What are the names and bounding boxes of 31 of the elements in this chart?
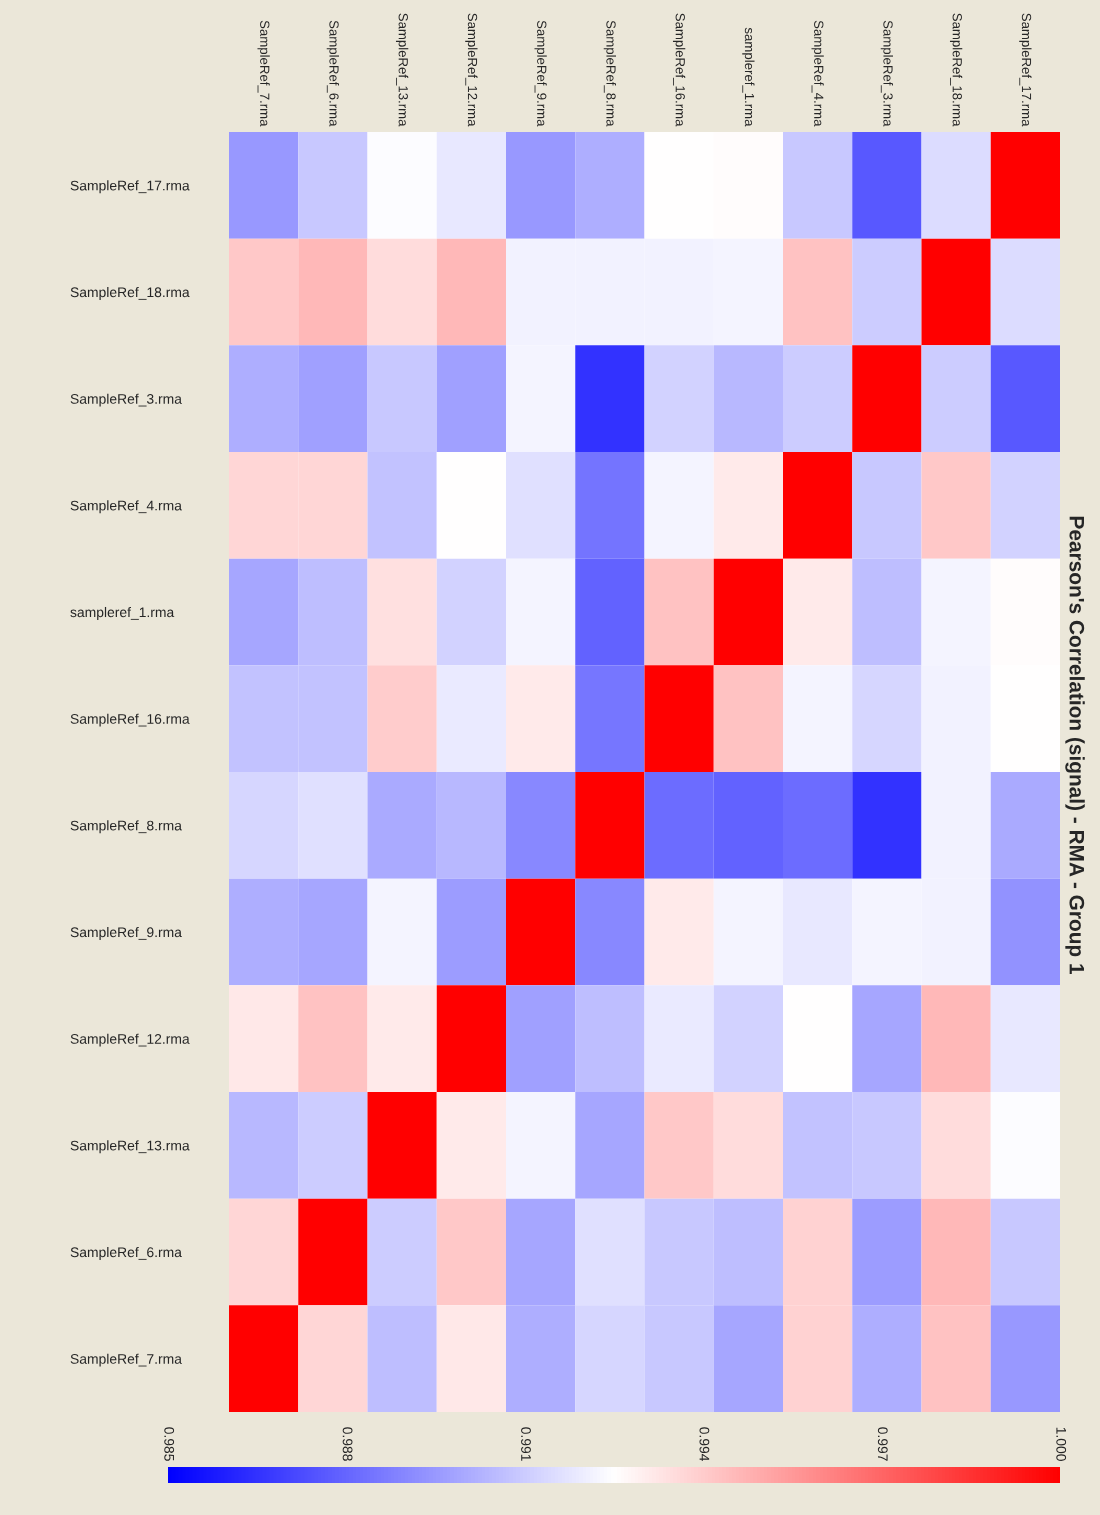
y-tick-label: SampleRef_7.rma [70,1353,182,1367]
color-bar-label: 1.000 [1056,1427,1067,1461]
text: Pearson's Correlation (signal) - RMA - Group 1 [1065,516,1085,974]
x-tick-label: SampleRef_7.rma [257,20,270,127]
x-tick-label: SampleRef_18.rma [949,13,963,127]
y-tick-label: SampleRef_6.rma [70,1246,182,1260]
y-tick-label: sampleref_1.rma [70,606,175,620]
x-tick-label: SampleRef_13.rma [395,13,409,127]
color-bar-label: 0.997 [877,1427,888,1461]
y-tick-label: SampleRef_4.rma [70,500,182,514]
x-tick-label: SampleRef_3.rma [880,20,894,127]
color-bar-label: 0.994 [699,1427,710,1462]
y-tick-label: SampleRef_16.rma [70,713,190,727]
color-bar-label: 0.991 [521,1427,531,1461]
x-tick-label: SampleRef_12.rma [465,13,478,127]
x-tick-label: SampleRef_4.rma [811,20,824,127]
color-bar-label: 0.988 [342,1427,353,1461]
y-tick-label: SampleRef_9.rma [70,926,182,940]
color-bar-label: 0.985 [164,1427,175,1461]
y-tick-label: SampleRef_3.rma [70,393,182,407]
y-tick-label: SampleRef_17.rma [70,180,190,194]
x-tick-label: sampleref_1.rma [742,27,755,127]
y-tick-label: SampleRef_13.rma [70,1140,190,1154]
x-tick-label: SampleRef_8.rma [603,20,617,127]
x-tick-label: SampleRef_16.rma [672,13,686,127]
y-tick-label: SampleRef_18.rma [70,286,190,300]
x-tick-label: SampleRef_17.rma [1019,13,1032,127]
y-tick-label: SampleRef_8.rma [70,820,182,834]
x-tick-label: SampleRef_9.rma [534,20,547,127]
x-tick-label: SampleRef_6.rma [326,20,340,127]
y-tick-label: SampleRef_12.rma [70,1033,190,1047]
